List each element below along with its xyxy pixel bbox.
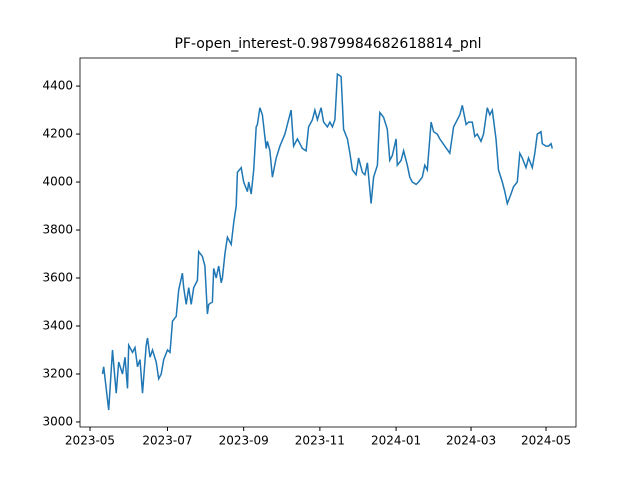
y-tick-label: 4400 [42,79,73,93]
y-tick-label: 4200 [42,127,73,141]
plot-frame [79,57,577,428]
x-tick-label: 2023-07 [142,434,192,448]
y-tick-label: 3400 [42,318,73,332]
x-tick-label: 2023-11 [295,434,345,448]
y-tick-label: 3200 [42,366,73,380]
x-tick-label: 2024-01 [371,434,421,448]
x-tick-label: 2024-03 [446,434,496,448]
chart-title: PF-open_interest-0.9879984682618814_pnl [174,36,481,52]
x-tick-label: 2024-05 [521,434,571,448]
y-tick-label: 3600 [42,271,73,285]
y-tick-label: 3000 [42,414,73,428]
line [101,72,554,411]
x-tick-label: 2023-05 [65,434,115,448]
y-tick-label: 4000 [42,175,73,189]
y-tick-label: 3800 [42,223,73,237]
x-tick-label: 2023-09 [219,434,269,448]
